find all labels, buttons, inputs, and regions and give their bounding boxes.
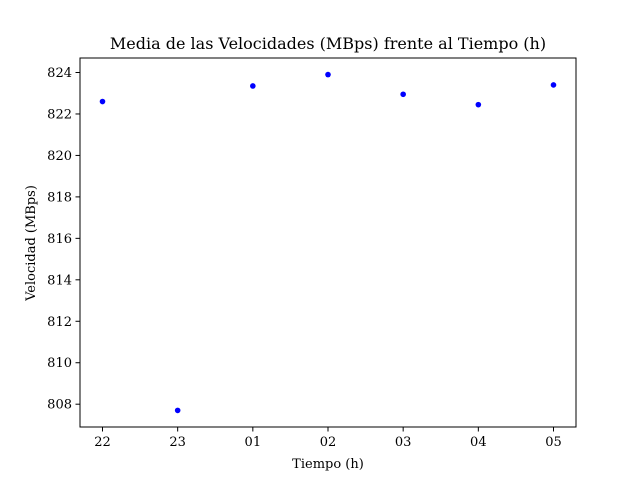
x-tick-label: 22 xyxy=(94,435,111,450)
y-tick-label: 824 xyxy=(47,66,72,81)
x-tick-label: 23 xyxy=(169,435,186,450)
data-point xyxy=(174,407,181,414)
x-tick-label: 04 xyxy=(470,435,487,450)
chart-title: Media de las Velocidades (MBps) frente a… xyxy=(110,34,546,53)
x-tick-label: 05 xyxy=(545,435,562,450)
y-tick-label: 814 xyxy=(47,273,72,288)
x-tick-label: 03 xyxy=(395,435,412,450)
y-tick-label: 808 xyxy=(47,398,72,413)
data-point xyxy=(250,83,256,89)
data-point xyxy=(475,101,482,108)
x-axis-label: Tiempo (h) xyxy=(292,457,364,472)
y-tick-label: 818 xyxy=(47,190,72,205)
y-tick-label: 822 xyxy=(47,107,72,122)
y-tick-label: 812 xyxy=(47,315,72,330)
data-point xyxy=(325,71,331,78)
data-point xyxy=(99,98,106,105)
plot-area: 22 23 01 02 03 04 05 808 810 812 814 816 818 820 822 82… xyxy=(47,57,577,450)
y-tick-label: 810 xyxy=(47,356,72,371)
data-point xyxy=(550,82,557,88)
x-tick-label: 02 xyxy=(320,435,337,450)
x-tick-label: 01 xyxy=(245,435,262,450)
data-point xyxy=(400,91,406,98)
y-axis-label: Velocidad (MBps) xyxy=(24,185,39,302)
y-tick-label: 820 xyxy=(47,149,72,164)
y-tick-label: 816 xyxy=(47,232,72,247)
